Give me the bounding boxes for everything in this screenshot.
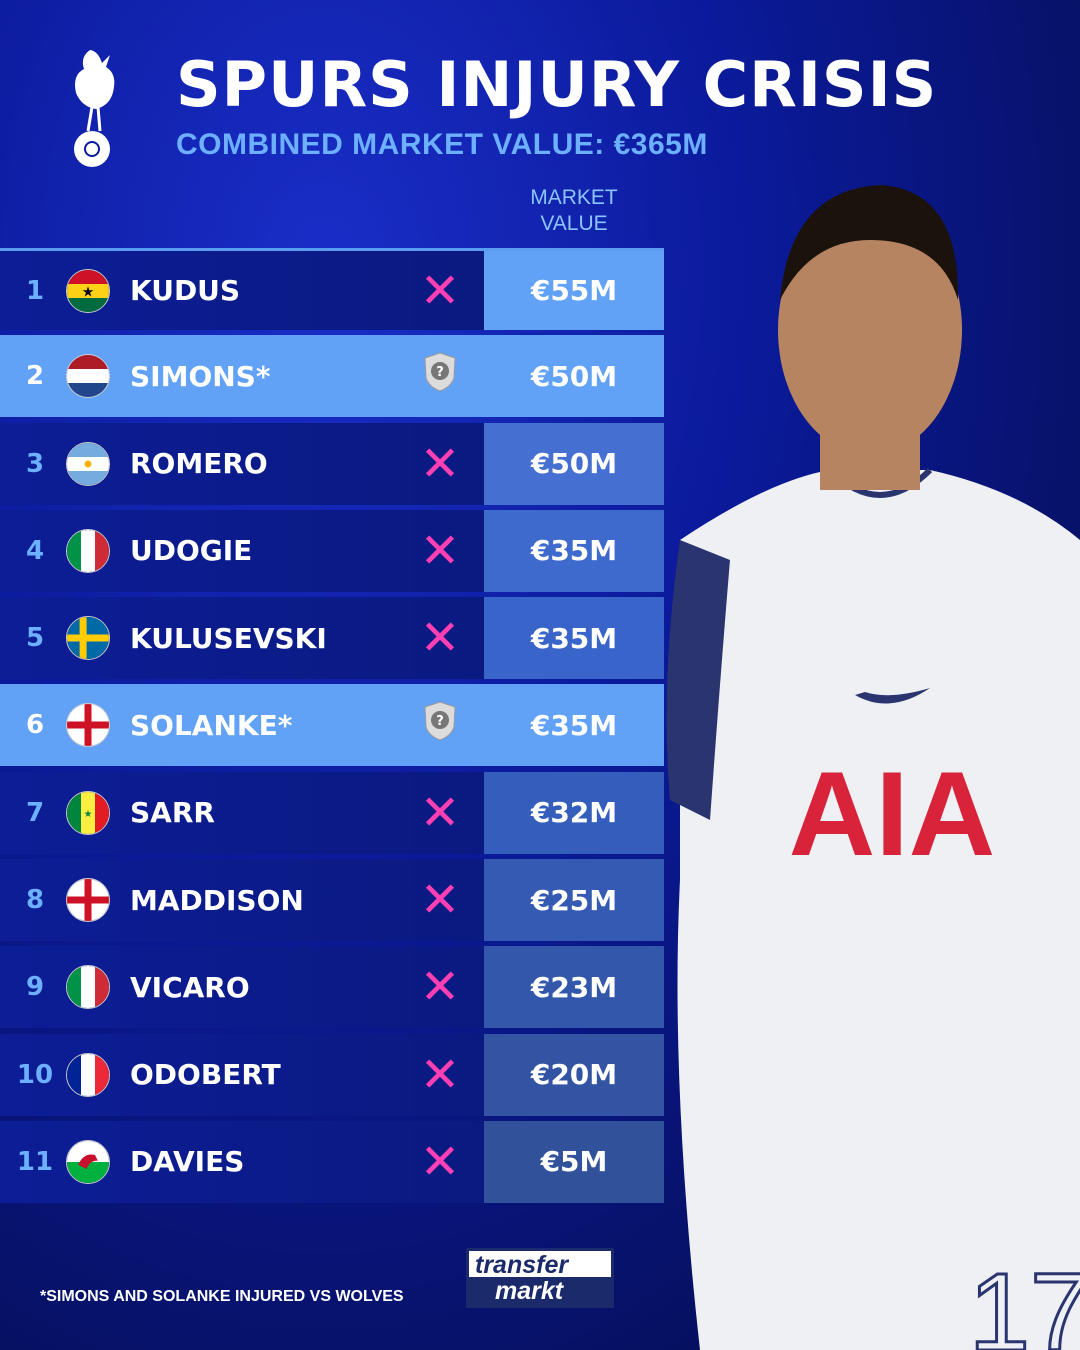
player-row: 6 SOLANKE* ? €35M xyxy=(0,684,664,767)
injured-x-icon: ✕ xyxy=(419,610,461,667)
player-row: 3 ROMERO ✕ €50M xyxy=(0,422,664,505)
status-indicator: ✕ xyxy=(400,876,480,924)
status-indicator: ✕ xyxy=(400,789,480,837)
injured-x-icon: ✕ xyxy=(419,435,461,492)
player-name: SIMONS* xyxy=(130,359,271,393)
rank: 3 xyxy=(25,448,45,479)
svg-text:★: ★ xyxy=(84,809,93,820)
injured-x-icon: ✕ xyxy=(419,262,461,319)
player-name: KULUSEVSKI xyxy=(130,621,327,655)
injured-x-icon: ✕ xyxy=(419,959,461,1016)
status-indicator: ✕ xyxy=(400,614,480,662)
status-indicator: ✕ xyxy=(400,1051,480,1099)
svg-text:★: ★ xyxy=(82,284,95,300)
player-row: 1 ★ KUDUS ✕ €55M xyxy=(0,248,664,330)
market-value: €50M xyxy=(530,359,618,393)
injury-table: 1 ★ KUDUS ✕ €55M 2 SIMONS* ? €50M 3 ROMERO… xyxy=(0,248,664,1208)
france-flag-icon xyxy=(66,1052,110,1097)
injured-x-icon: ✕ xyxy=(419,1133,461,1190)
market-value: €20M xyxy=(484,1033,664,1116)
rank: 5 xyxy=(25,623,45,654)
transfermarkt-logo: transfer markt xyxy=(466,1248,614,1308)
player-row: 4 UDOGIE ✕ €35M xyxy=(0,509,664,592)
injured-x-icon: ✕ xyxy=(419,1046,461,1103)
player-row: 2 SIMONS* ? €50M xyxy=(0,335,664,418)
page-subtitle: COMBINED MARKET VALUE: €365M xyxy=(176,128,708,161)
shirt-number: 17 xyxy=(969,1251,1080,1350)
senegal-flag-icon: ★ xyxy=(66,790,110,835)
svg-text:?: ? xyxy=(436,714,444,729)
argentina-flag-icon xyxy=(66,441,110,486)
italy-flag-icon xyxy=(66,528,110,573)
rank: 10 xyxy=(16,1059,54,1090)
injured-x-icon: ✕ xyxy=(419,522,461,579)
rank: 2 xyxy=(25,361,45,392)
player-name: MADDISON xyxy=(130,883,304,917)
status-indicator: ✕ xyxy=(400,527,480,575)
netherlands-flag-icon xyxy=(66,354,110,399)
player-name: DAVIES xyxy=(130,1145,245,1179)
rank: 6 xyxy=(25,710,45,741)
logo-line2: markt xyxy=(469,1277,611,1305)
rank: 4 xyxy=(25,535,45,566)
player-row: 10 ODOBERT ✕ €20M xyxy=(0,1033,664,1116)
player-name: ODOBERT xyxy=(130,1058,281,1092)
column-header-line2: VALUE xyxy=(540,212,608,235)
player-name: ROMERO xyxy=(130,447,268,481)
player-name: SOLANKE* xyxy=(130,708,293,742)
ghana-flag-icon: ★ xyxy=(66,268,110,313)
doubtful-shield-icon: ? xyxy=(424,701,456,742)
market-value: €23M xyxy=(484,946,664,1029)
status-indicator: ✕ xyxy=(400,963,480,1011)
italy-flag-icon xyxy=(66,965,110,1010)
player-name: VICARO xyxy=(130,970,250,1004)
market-value: €35M xyxy=(530,708,618,742)
market-value: €35M xyxy=(484,597,664,680)
market-value-column-header: MARKET VALUE xyxy=(484,185,664,237)
status-indicator: ? xyxy=(400,352,480,400)
rank: 9 xyxy=(25,972,45,1003)
player-row: 8 MADDISON ✕ €25M xyxy=(0,859,664,942)
england-flag-icon xyxy=(66,703,110,748)
rank: 11 xyxy=(16,1146,54,1177)
player-name: SARR xyxy=(130,796,215,830)
spurs-cockerel-crest-icon xyxy=(74,50,115,167)
column-header-line1: MARKET xyxy=(530,186,618,209)
market-value: €55M xyxy=(484,251,664,330)
footnote: *SIMONS AND SOLANKE INJURED VS WOLVES xyxy=(40,1288,404,1305)
rank: 1 xyxy=(25,275,45,306)
player-row: 5 KULUSEVSKI ✕ €35M xyxy=(0,597,664,680)
market-value: €5M xyxy=(484,1120,664,1203)
player-photo: AIA 17 xyxy=(666,185,1080,1350)
market-value: €25M xyxy=(484,859,664,942)
shirt-sponsor-logo: AIA xyxy=(789,747,996,881)
player-row: 7 ★ SARR ✕ €32M xyxy=(0,771,664,854)
doubtful-shield-icon: ? xyxy=(424,352,456,392)
status-indicator: ✕ xyxy=(400,440,480,488)
player-name: KUDUS xyxy=(130,274,241,307)
page-title: SPURS INJURY CRISIS xyxy=(176,48,938,121)
market-value: €50M xyxy=(484,422,664,505)
player-name: UDOGIE xyxy=(130,534,253,568)
player-row: 9 VICARO ✕ €23M xyxy=(0,946,664,1029)
sweden-flag-icon xyxy=(66,616,110,661)
svg-text:?: ? xyxy=(436,365,444,380)
market-value: €32M xyxy=(484,771,664,854)
england-flag-icon xyxy=(66,878,110,923)
status-indicator: ? xyxy=(400,701,480,749)
rank: 7 xyxy=(25,797,45,828)
player-row: 11 DAVIES ✕ €5M xyxy=(0,1120,664,1203)
injured-x-icon: ✕ xyxy=(419,872,461,929)
injured-x-icon: ✕ xyxy=(419,784,461,841)
logo-line1: transfer xyxy=(475,1251,569,1279)
market-value: €35M xyxy=(484,509,664,592)
status-indicator: ✕ xyxy=(400,1138,480,1186)
wales-flag-icon xyxy=(66,1139,110,1184)
rank: 8 xyxy=(25,885,45,916)
status-indicator: ✕ xyxy=(400,267,480,315)
